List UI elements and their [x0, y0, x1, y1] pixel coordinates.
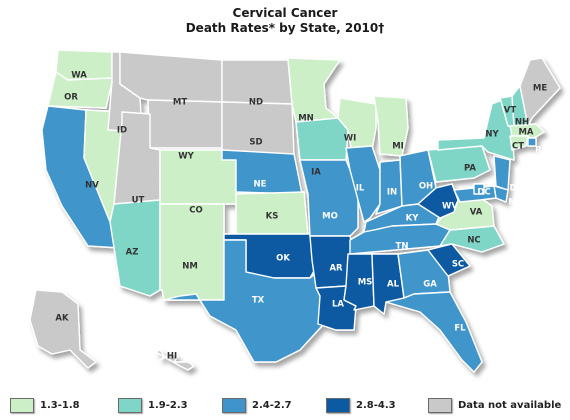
state-tx — [163, 239, 327, 363]
state-label-ny: NY — [485, 130, 499, 140]
state-label-mo: MO — [322, 212, 338, 222]
legend-item-4: 2.8-4.3 — [326, 395, 396, 415]
state-mt — [119, 51, 223, 103]
state-label-ut: UT — [132, 196, 145, 206]
state-label-tn: TN — [396, 242, 409, 252]
state-label-nh: NH — [515, 118, 529, 128]
state-label-dc: DC — [477, 188, 490, 198]
state-label-mt: MT — [173, 98, 187, 108]
state-label-id: ID — [117, 126, 127, 136]
state-label-ca: CA — [42, 206, 55, 216]
state-label-nc: NC — [467, 236, 480, 246]
state-mn — [287, 57, 341, 123]
state-label-ma: MA — [518, 128, 533, 138]
state-label-nj: NJ — [515, 168, 525, 178]
state-label-ak: AK — [55, 314, 69, 324]
state-fl — [385, 291, 483, 373]
state-labels-group: WA OR CA NV ID MT WY UT AZ CO NM ND SD NE KS OK TX MN IA MO… — [42, 71, 548, 362]
state-label-wy: WY — [178, 152, 194, 162]
legend-label: 1.3-1.8 — [40, 399, 80, 411]
state-label-ar: AR — [329, 264, 343, 274]
legend-item-2: 1.9-2.3 — [118, 395, 188, 415]
state-label-va: VA — [470, 208, 483, 218]
legend-label: 1.9-2.3 — [148, 399, 188, 411]
us-choropleth-map: WA OR CA NV ID MT WY UT AZ CO NM ND SD NE KS OK TX MN IA MO… — [29, 49, 561, 373]
state-label-ms: MS — [358, 278, 373, 288]
state-label-nd: ND — [249, 98, 263, 108]
legend-swatch — [428, 397, 452, 413]
state-sd — [221, 101, 295, 157]
state-mo — [299, 159, 359, 237]
state-dc — [473, 183, 485, 195]
state-label-al: AL — [387, 280, 400, 290]
state-label-la: LA — [332, 300, 344, 310]
states-group — [29, 49, 561, 373]
state-label-ok: OK — [276, 254, 290, 264]
state-label-hi: HI — [167, 352, 177, 362]
state-ak — [29, 289, 97, 369]
state-il — [345, 145, 381, 223]
state-ia — [295, 117, 349, 161]
state-label-vt: VT — [504, 106, 517, 116]
legend-swatch — [10, 397, 34, 413]
state-label-ri: RI — [535, 146, 545, 156]
map-subtitle: Death Rates* by State, 2010† — [185, 21, 385, 35]
state-label-me: ME — [533, 84, 547, 94]
state-ne — [221, 149, 303, 195]
state-nj — [493, 155, 511, 191]
state-label-mi: MI — [392, 142, 404, 152]
legend-label: 2.4-2.7 — [252, 399, 292, 411]
map-title: Cervical Cancer — [232, 6, 338, 20]
state-ma — [509, 123, 545, 139]
state-label-ct: CT — [512, 142, 524, 152]
legend-swatch — [118, 397, 142, 413]
state-label-il: IL — [356, 184, 365, 194]
state-label-tx: TX — [252, 296, 265, 306]
state-label-fl: FL — [454, 324, 466, 334]
legend-item-3: 2.4-2.7 — [222, 395, 292, 415]
state-label-or: OR — [64, 93, 78, 103]
legend: 1.3-1.8 1.9-2.3 2.4-2.7 2.8-4.3 Data not… — [0, 395, 570, 415]
state-label-mn: MN — [298, 114, 314, 124]
legend-swatch — [222, 397, 246, 413]
state-label-md: MD — [508, 198, 524, 208]
state-label-de: DE — [510, 184, 523, 194]
state-label-ks: KS — [266, 212, 279, 222]
state-label-pa: PA — [464, 164, 476, 174]
state-hi — [155, 349, 195, 371]
state-label-oh: OH — [419, 182, 433, 192]
state-pa — [427, 145, 491, 183]
state-ct — [509, 135, 529, 151]
legend-swatch — [326, 397, 350, 413]
state-label-in: IN — [387, 188, 397, 198]
legend-item-5: Data not available — [428, 395, 561, 415]
legend-item-1: 1.3-1.8 — [10, 395, 80, 415]
legend-label: Data not available — [458, 399, 562, 411]
state-in — [375, 159, 403, 215]
state-label-ky: KY — [406, 214, 420, 224]
legend-label: 2.8-4.3 — [356, 399, 396, 411]
state-wv — [417, 183, 459, 219]
state-label-wv: WV — [442, 202, 458, 212]
state-label-co: CO — [189, 206, 202, 216]
state-label-sc: SC — [452, 260, 464, 270]
state-label-ga: GA — [423, 280, 437, 290]
state-label-ia: IA — [311, 168, 321, 178]
state-label-ne: NE — [254, 180, 267, 190]
state-label-sd: SD — [249, 138, 262, 148]
state-label-nm: NM — [182, 262, 198, 272]
state-label-az: AZ — [126, 248, 139, 258]
state-nm — [159, 203, 225, 301]
state-label-wa: WA — [71, 71, 87, 81]
state-ri — [527, 137, 537, 147]
state-label-wi: WI — [344, 134, 357, 144]
state-label-nv: NV — [85, 181, 99, 191]
